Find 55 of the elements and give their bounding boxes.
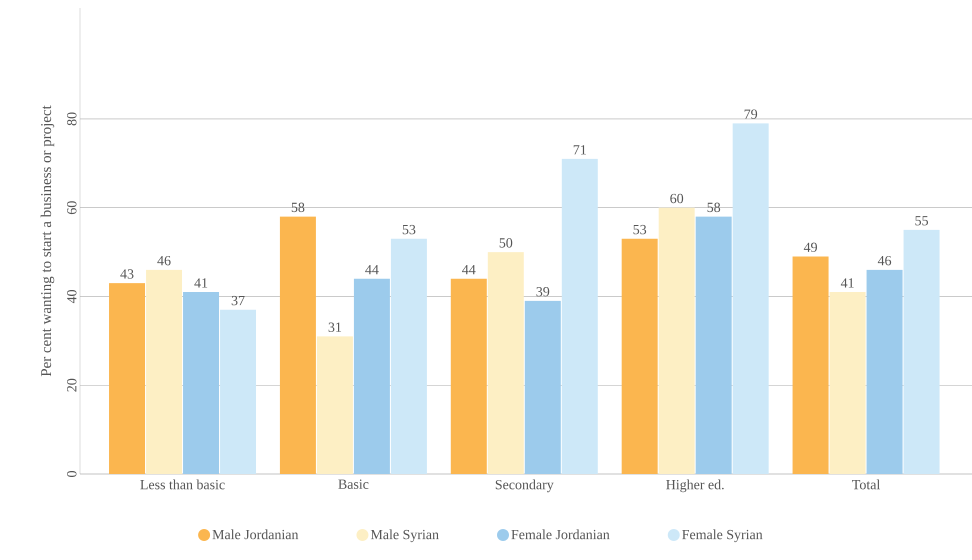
data-label: 41 [840, 278, 854, 288]
bar [390, 238, 427, 474]
data-label: 60 [670, 194, 684, 204]
data-label: 46 [157, 256, 171, 266]
data-label: 53 [402, 224, 416, 234]
data-label: 49 [804, 242, 817, 252]
x-tick-label: Basic [338, 480, 368, 489]
x-tick-label: Total [852, 480, 880, 490]
legend-label: Female Jordanian [511, 529, 610, 540]
data-label: 46 [878, 256, 892, 266]
data-label: 44 [365, 265, 379, 274]
y-axis-title: Per cent wanting to start a business or project [40, 105, 54, 376]
bar [792, 256, 829, 474]
bar [488, 252, 524, 474]
data-label: 39 [536, 287, 550, 296]
data-label: 58 [708, 202, 720, 212]
bar [622, 238, 658, 474]
data-label: 44 [462, 265, 476, 274]
bar [316, 336, 353, 474]
y-tick-label: 80 [67, 112, 76, 126]
y-tick-label: 0 [67, 471, 76, 477]
bar [280, 216, 316, 474]
data-label: 43 [120, 269, 134, 279]
bar [220, 310, 256, 474]
data-label: 53 [634, 224, 646, 234]
bar [658, 208, 695, 474]
y-tick-label: 60 [67, 201, 76, 214]
bar [354, 278, 390, 474]
bar [696, 216, 732, 474]
bar [904, 230, 940, 474]
data-label: 58 [292, 202, 304, 212]
data-label: 31 [328, 322, 342, 332]
bar [109, 283, 146, 474]
x-tick-label: Higher ed. [666, 480, 724, 492]
bar [146, 270, 182, 474]
x-tick-label: Less than basic [140, 480, 225, 490]
data-label: 79 [744, 110, 758, 119]
legend-label: Male Jordanian [212, 529, 298, 540]
bar [524, 300, 561, 474]
data-label: 37 [232, 296, 245, 306]
data-label: 41 [194, 278, 208, 288]
y-tick-label: 20 [67, 378, 76, 392]
x-tick-label: Secondary [496, 480, 554, 492]
bar [830, 292, 866, 474]
bar [183, 292, 220, 474]
bar [450, 278, 487, 474]
bar [866, 270, 903, 474]
y-tick-label: 40 [67, 290, 76, 304]
bar [562, 158, 598, 474]
data-label: 71 [574, 145, 586, 154]
data-label: 50 [500, 238, 512, 248]
data-label: 55 [915, 216, 928, 226]
legend-label: Male Syrian [370, 529, 439, 542]
legend-label: Female Syrian [682, 529, 762, 542]
bar [732, 123, 769, 474]
